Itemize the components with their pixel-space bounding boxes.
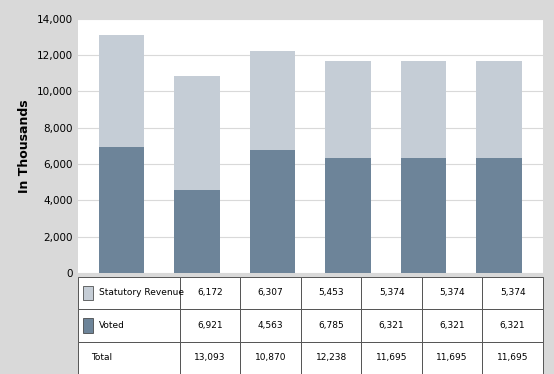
Bar [240,309,301,341]
Bar [240,341,301,374]
Bar [361,277,422,309]
Bar [401,158,446,273]
Bar [483,341,543,374]
Bar [401,61,446,158]
Bar [361,341,422,374]
Text: Voted: Voted [99,321,125,330]
Bar [301,277,361,309]
Text: 4,563: 4,563 [258,321,284,330]
Text: 11,695: 11,695 [497,353,529,362]
Bar [422,341,483,374]
Text: 12,238: 12,238 [316,353,347,362]
Text: 11,695: 11,695 [376,353,407,362]
Text: 5,374: 5,374 [439,288,465,297]
Bar [180,341,240,374]
Bar [483,309,543,341]
Bar [83,318,94,333]
Text: 11,695: 11,695 [437,353,468,362]
Bar [250,51,295,150]
Bar [422,309,483,341]
Bar [325,61,371,158]
Bar [175,76,219,190]
Text: 5,374: 5,374 [500,288,526,297]
Text: 10,870: 10,870 [255,353,286,362]
Bar [325,158,371,273]
Bar [361,309,422,341]
Bar [78,277,180,309]
Text: 6,921: 6,921 [197,321,223,330]
Bar [422,277,483,309]
Bar [99,35,144,147]
Bar [78,309,180,341]
Bar [180,309,240,341]
Bar [83,286,94,300]
Bar [476,61,522,158]
Text: 6,172: 6,172 [197,288,223,297]
Bar [240,277,301,309]
Text: 13,093: 13,093 [194,353,226,362]
Bar [175,190,219,273]
Bar [301,309,361,341]
Text: 6,321: 6,321 [500,321,526,330]
Bar [301,341,361,374]
Text: 6,321: 6,321 [379,321,404,330]
Bar [180,277,240,309]
Text: 6,785: 6,785 [319,321,344,330]
Text: Statutory Revenue: Statutory Revenue [99,288,184,297]
Text: 5,374: 5,374 [379,288,404,297]
Bar [250,150,295,273]
Y-axis label: In Thousands: In Thousands [18,99,31,193]
Bar [476,158,522,273]
Bar [99,147,144,273]
Bar [78,341,180,374]
Text: Total: Total [91,353,112,362]
Bar [483,277,543,309]
Text: 6,321: 6,321 [439,321,465,330]
Text: 5,453: 5,453 [319,288,344,297]
Text: 6,307: 6,307 [258,288,284,297]
